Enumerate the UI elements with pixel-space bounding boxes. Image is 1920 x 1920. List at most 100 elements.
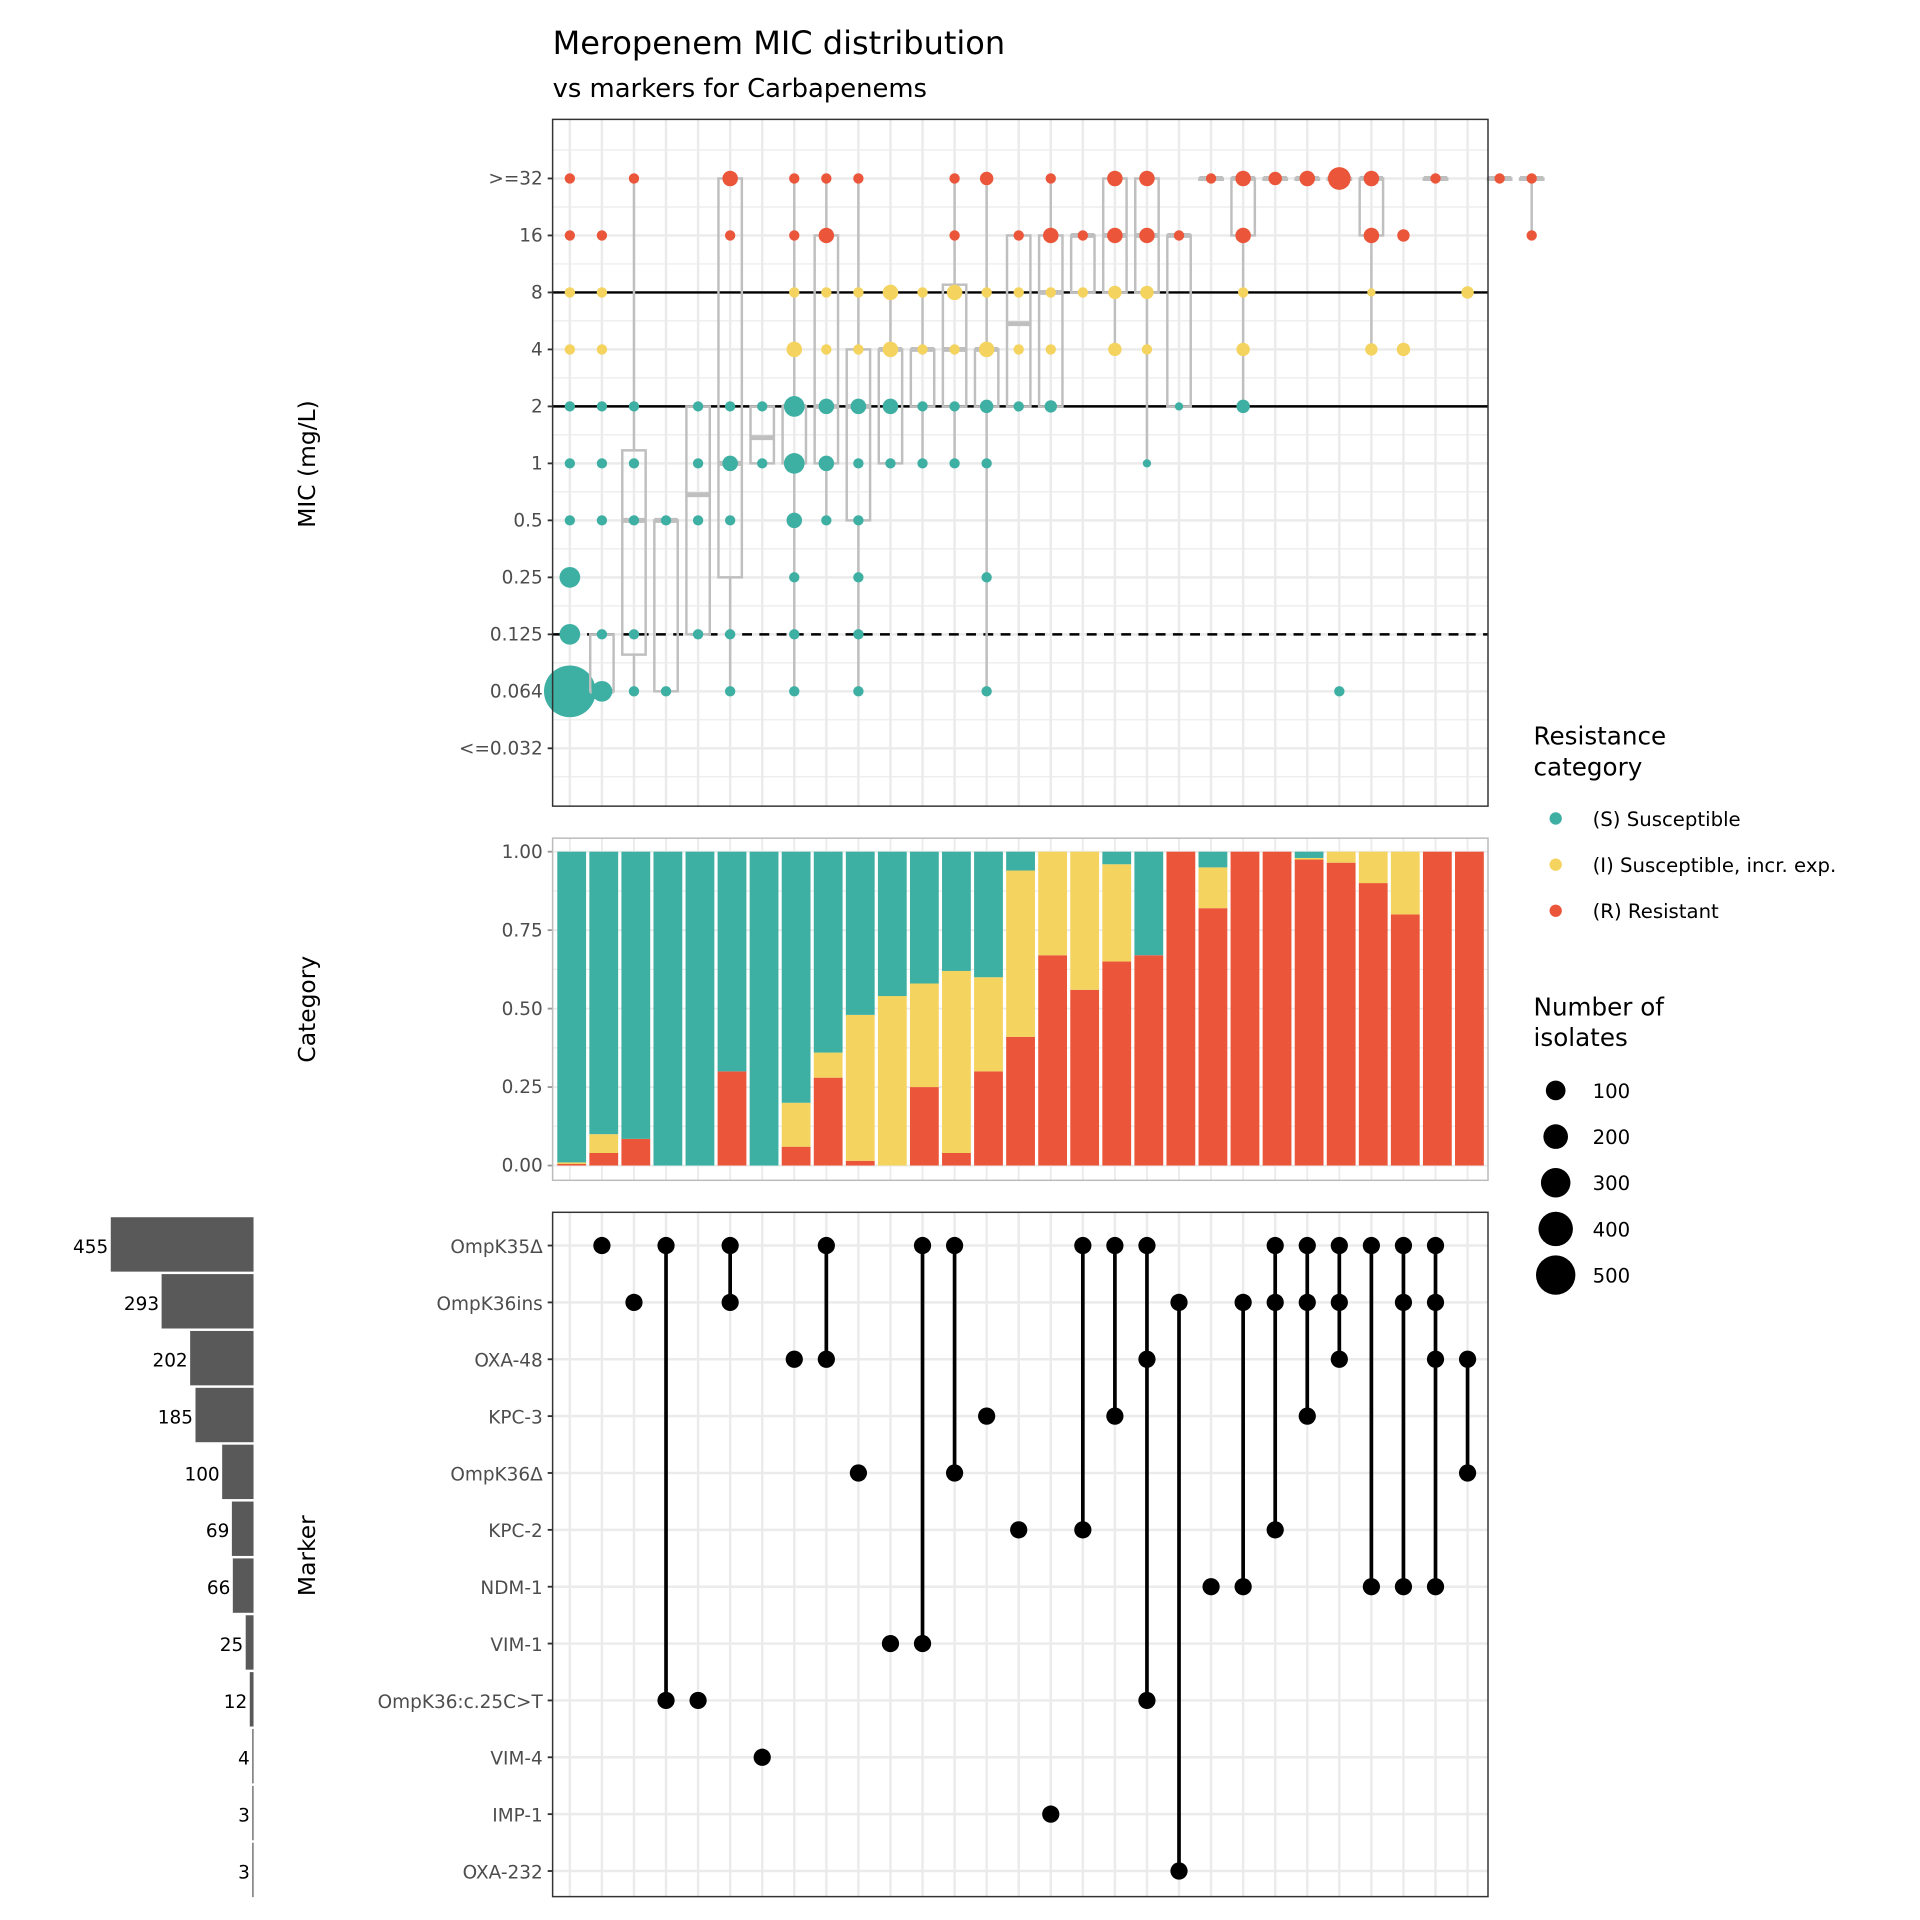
category-tick-label: 0.75 — [502, 920, 543, 941]
marker-count-label: 455 — [73, 1237, 108, 1258]
marker-dot — [913, 1634, 932, 1653]
marker-dot — [1074, 1521, 1092, 1539]
mic-point — [821, 287, 832, 298]
marker-dot — [1266, 1236, 1284, 1255]
mic-point — [1139, 227, 1155, 244]
mic-point — [821, 344, 832, 355]
marker-dot — [1426, 1578, 1445, 1596]
marker-label: OmpK36:c.25C>T — [378, 1692, 544, 1713]
mic-point — [628, 515, 640, 526]
mic-point — [821, 173, 832, 184]
category-bar-S — [1294, 851, 1324, 858]
marker-label: NDM-1 — [480, 1578, 542, 1599]
marker-axis-title: Marker — [293, 1515, 321, 1596]
marker-dot — [978, 1407, 996, 1425]
legend-swatch-S — [1549, 812, 1562, 825]
marker-count-label: 69 — [206, 1521, 229, 1542]
mic-tick-label: 0.125 — [490, 624, 543, 645]
mic-point — [1205, 173, 1217, 184]
mic-point — [818, 455, 835, 472]
mic-tick-label: 1 — [531, 454, 543, 475]
category-bar-I — [1070, 851, 1100, 990]
mic-point — [692, 515, 704, 526]
legend-size-label: 300 — [1593, 1172, 1631, 1195]
mic-tick-label: 0.25 — [502, 568, 543, 589]
mic-point — [1461, 286, 1474, 299]
category-bar-I — [589, 1134, 619, 1153]
mic-point — [544, 665, 596, 718]
mic-point — [1367, 288, 1376, 297]
mic-point — [1077, 230, 1088, 241]
mic-point — [1108, 285, 1122, 300]
mic-point — [1140, 285, 1154, 300]
marker-dot — [1330, 1293, 1348, 1312]
mic-point — [1045, 287, 1056, 298]
mic-point — [1526, 230, 1537, 241]
marker-count-bar — [252, 1785, 254, 1841]
marker-count-bar — [249, 1672, 254, 1727]
mic-point — [786, 341, 803, 358]
category-bar-I — [1358, 851, 1388, 884]
mic-point — [1013, 344, 1024, 355]
legend-size-dot — [1536, 1255, 1576, 1295]
category-bar-I — [1390, 851, 1420, 915]
mic-point — [979, 399, 994, 414]
category-bar-I — [1006, 870, 1035, 1037]
category-bar-R — [1006, 1036, 1035, 1166]
marker-dot — [1106, 1407, 1124, 1425]
category-bar-I — [1326, 851, 1356, 863]
marker-dot — [721, 1236, 739, 1255]
marker-count-label: 4 — [238, 1749, 250, 1770]
legend-swatch-R — [1549, 904, 1562, 917]
category-bar-R — [909, 1087, 939, 1166]
mic-point — [1327, 167, 1351, 190]
marker-dot — [1202, 1578, 1220, 1596]
category-bar-I — [1038, 851, 1068, 956]
mic-point — [917, 401, 928, 412]
marker-label: KPC-3 — [488, 1408, 543, 1429]
mic-point — [789, 230, 800, 241]
mic-point — [917, 344, 928, 355]
category-bar-R — [1422, 851, 1452, 1166]
mic-point — [1526, 173, 1537, 184]
category-bar-R — [1134, 955, 1164, 1166]
marker-dot — [1394, 1293, 1413, 1312]
category-tick-label: 0.50 — [502, 999, 543, 1020]
marker-label: OmpK35Δ — [450, 1237, 543, 1258]
mic-point — [1235, 170, 1251, 187]
marker-count-bar — [232, 1558, 254, 1613]
mic-point — [1334, 686, 1345, 697]
category-tick-label: 0.25 — [502, 1077, 543, 1098]
mic-point — [1174, 402, 1184, 411]
mic-point — [786, 512, 803, 529]
mic-point — [564, 344, 576, 355]
marker-dot — [1266, 1293, 1284, 1312]
marker-dot — [1330, 1350, 1348, 1368]
category-bar-S — [621, 851, 651, 1139]
mic-point — [882, 341, 899, 358]
mic-point — [724, 515, 736, 526]
mic-point — [724, 629, 736, 640]
legend-label: (R) Resistant — [1593, 900, 1719, 923]
mic-point — [628, 629, 640, 640]
mic-tick-label: 2 — [531, 397, 543, 418]
mic-point — [596, 401, 608, 412]
mic-point — [1044, 400, 1057, 413]
marker-dot — [1266, 1521, 1284, 1539]
marker-label: VIM-1 — [490, 1635, 542, 1656]
mic-point — [1396, 342, 1411, 357]
mic-point — [853, 344, 864, 355]
mic-point — [757, 458, 768, 469]
chart-subtitle: vs markers for Carbapenems — [553, 74, 927, 104]
marker-dot — [945, 1464, 964, 1482]
marker-count-label: 100 — [184, 1464, 219, 1485]
marker-dot — [753, 1748, 771, 1766]
category-tick-label: 1.00 — [502, 842, 543, 863]
mic-point — [853, 515, 864, 526]
mic-point — [1077, 287, 1088, 298]
marker-dot — [1330, 1236, 1348, 1255]
mic-point — [628, 686, 640, 697]
category-bar-I — [974, 977, 1003, 1072]
marker-count-label: 25 — [220, 1635, 243, 1656]
marker-count-label: 185 — [158, 1408, 193, 1429]
